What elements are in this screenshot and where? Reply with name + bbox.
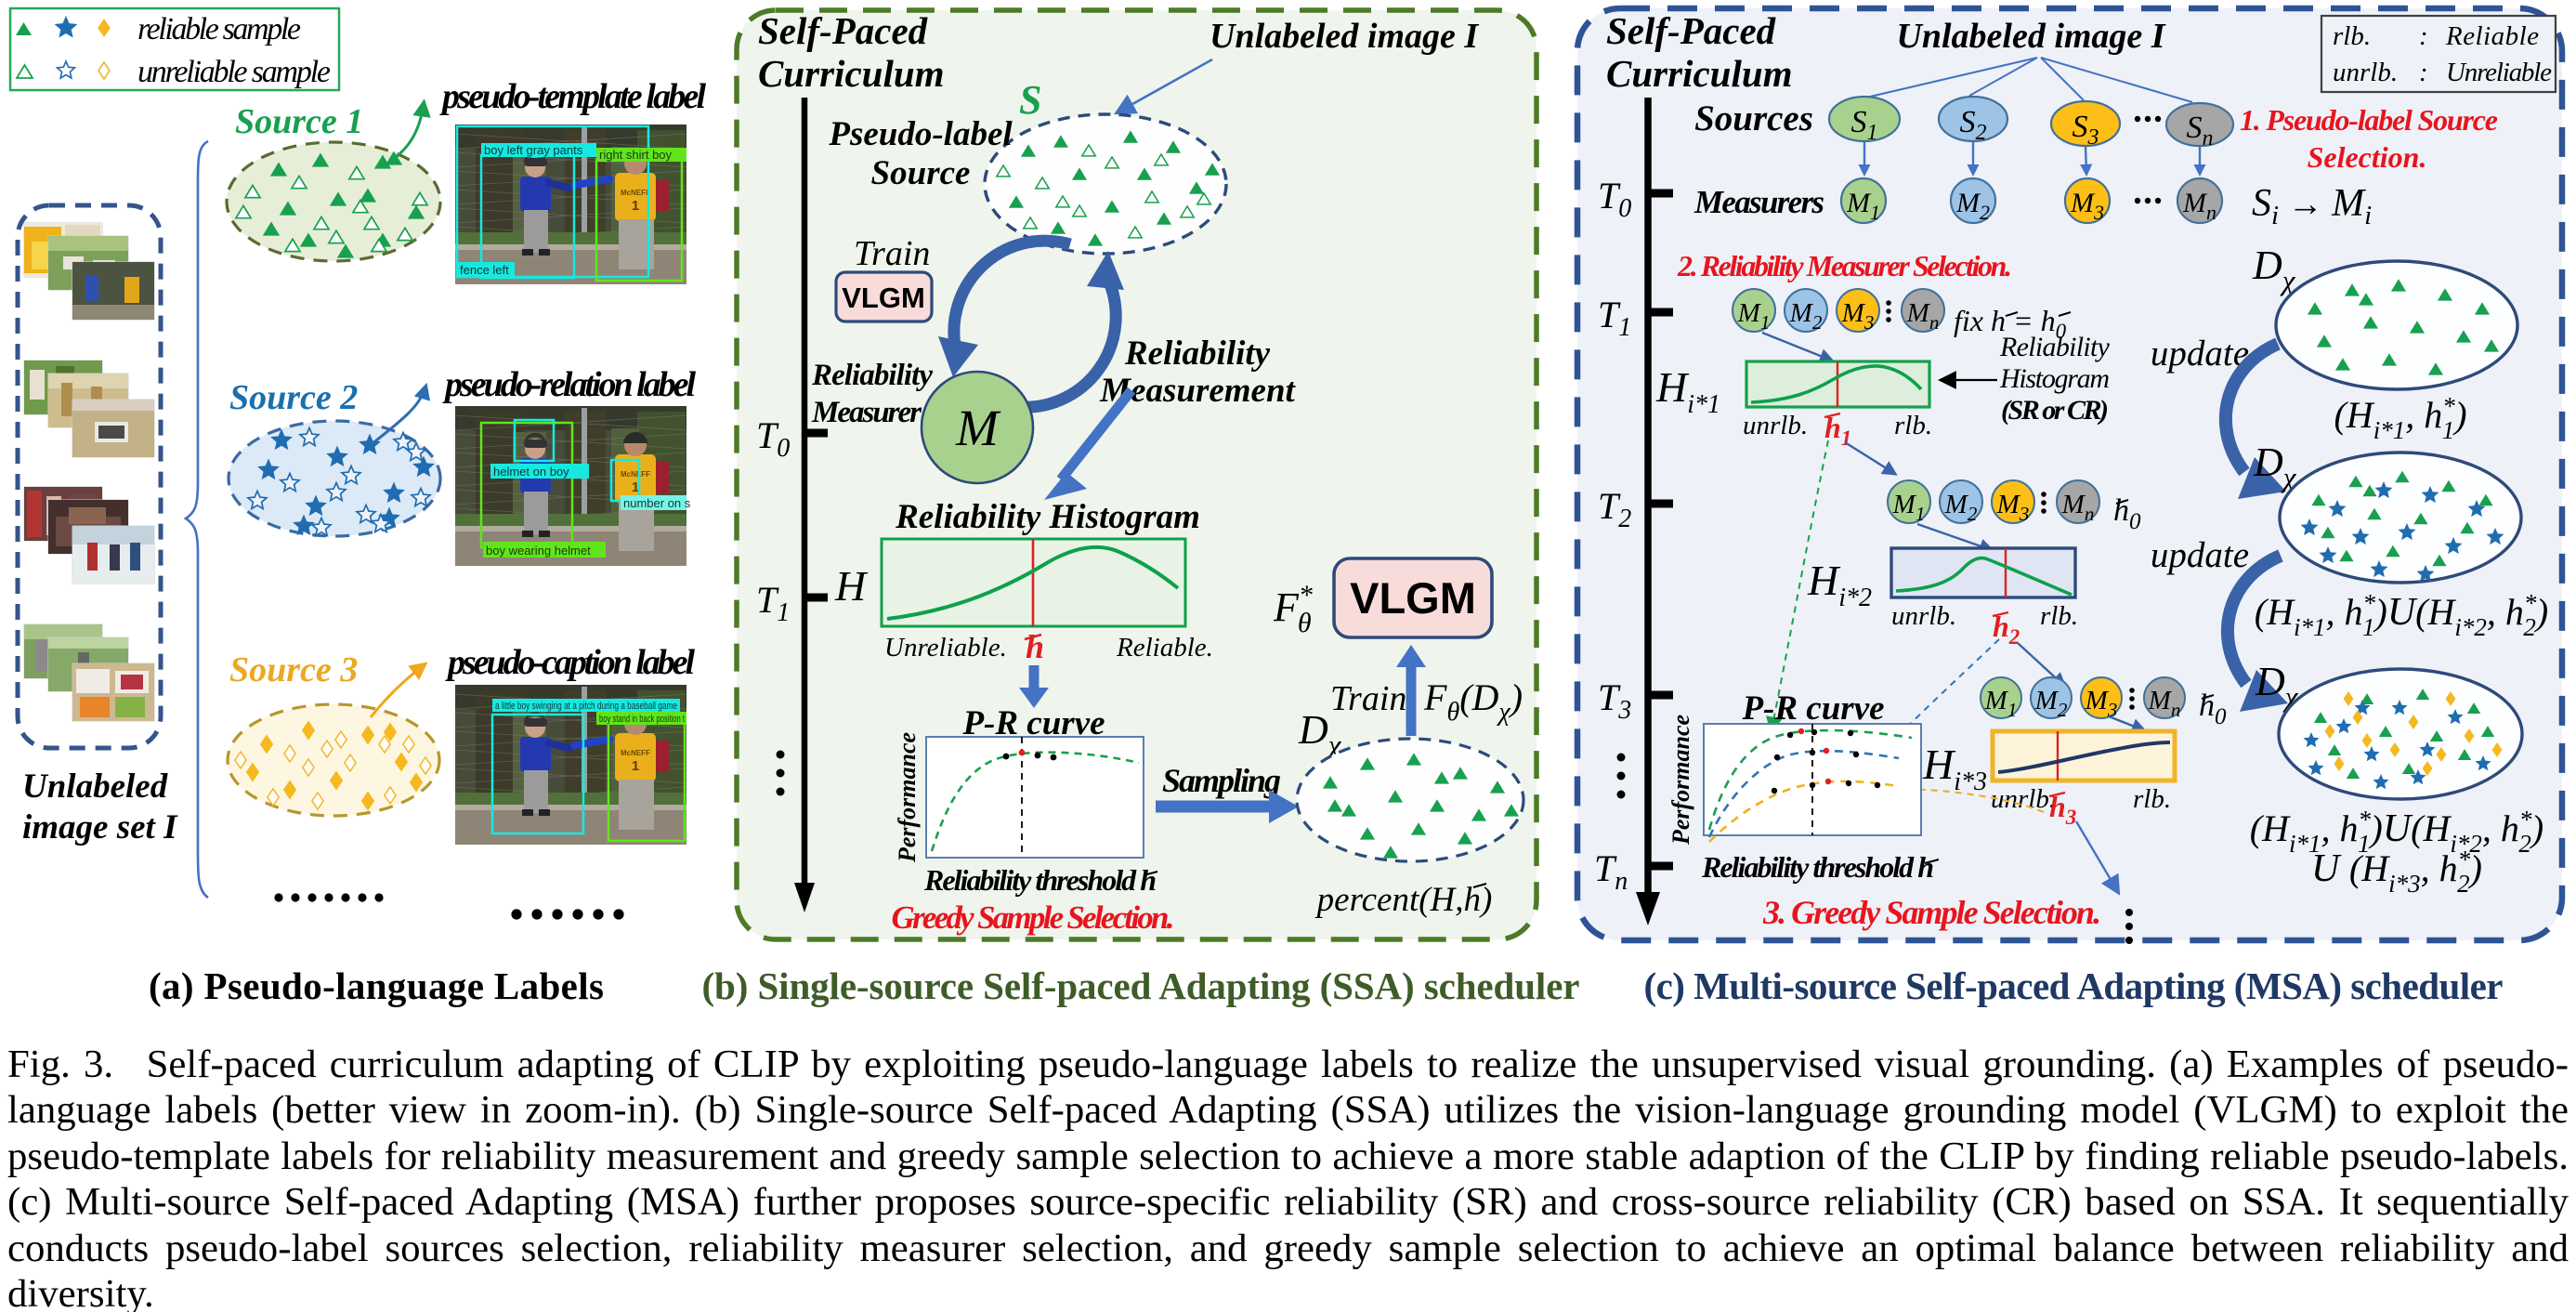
svg-text:Reliability threshold h: Reliability threshold h <box>923 863 1157 897</box>
svg-text:Unlabeled image I: Unlabeled image I <box>1210 17 1479 56</box>
svg-text:unrlb.: unrlb. <box>2333 58 2398 87</box>
svg-text:fix h = h0: fix h = h0 <box>1954 304 2067 343</box>
svg-text:F*θ: F* θ <box>1273 580 1313 638</box>
svg-text:Sampling: Sampling <box>1162 762 1281 799</box>
svg-text:Unlabeled: Unlabeled <box>22 768 168 806</box>
svg-text:(SR or CR): (SR or CR) <box>2001 395 2109 426</box>
svg-text:h: h <box>1026 628 1044 665</box>
svg-text:Measurers: Measurers <box>1693 184 1824 220</box>
svg-text:Unreliable: Unreliable <box>2446 58 2552 87</box>
svg-text:pseudo-template label: pseudo-template label <box>439 77 706 116</box>
svg-text:Si → Mi: Si → Mi <box>2252 182 2372 230</box>
svg-text::: : <box>2419 58 2428 87</box>
svg-text:Reliability: Reliability <box>1124 335 1271 373</box>
svg-text:boy wearing helmet: boy wearing helmet <box>486 544 591 558</box>
svg-text:Pseudo-label: Pseudo-label <box>828 115 1013 153</box>
svg-text:pseudo-relation label: pseudo-relation label <box>442 365 696 404</box>
svg-text:(Hi*1, h*1)U(Hi*2, h*2): (Hi*1, h* 1)U(Hi*2, h* 2) <box>2255 589 2548 641</box>
svg-text:Train: Train <box>1330 679 1406 718</box>
svg-text:S1: S1 <box>1851 105 1878 145</box>
svg-text:Reliability: Reliability <box>1999 332 2111 362</box>
svg-text:M: M <box>955 400 1001 456</box>
svg-text:Reliable.: Reliable. <box>1116 633 1213 663</box>
svg-text:Source 3: Source 3 <box>229 650 358 689</box>
svg-text:Reliability Histogram: Reliability Histogram <box>895 498 1200 536</box>
svg-text:Curriculum: Curriculum <box>758 52 945 95</box>
svg-text:S: S <box>1019 77 1041 123</box>
svg-text:Self-Paced: Self-Paced <box>758 9 928 52</box>
svg-text:helmet on boy: helmet on boy <box>493 465 569 479</box>
svg-text:VLGM: VLGM <box>1350 573 1476 623</box>
svg-text:right shirt boy: right shirt boy <box>599 148 673 162</box>
svg-text:Train: Train <box>854 234 930 273</box>
svg-text:2. Reliability Measurer Select: 2. Reliability Measurer Selection. <box>1677 249 2012 282</box>
svg-text:rlb.: rlb. <box>2333 21 2371 51</box>
svg-text:Self-Paced: Self-Paced <box>1606 9 1776 52</box>
svg-text:Source 2: Source 2 <box>229 378 358 417</box>
svg-text:unrlb.: unrlb. <box>1743 411 1808 440</box>
svg-text::: : <box>2419 21 2428 51</box>
svg-text:Reliability: Reliability <box>811 359 933 392</box>
svg-text:Performance: Performance <box>894 732 921 863</box>
svg-text:H: H <box>834 562 869 610</box>
svg-text:Measurer: Measurer <box>811 396 922 429</box>
svg-text:Reliable: Reliable <box>2445 21 2539 51</box>
svg-text:a little boy swinging at a pit: a little boy swinging at a pitch during … <box>495 701 677 712</box>
svg-text:Source: Source <box>871 154 971 192</box>
svg-text:Tn: Tn <box>1594 847 1628 896</box>
svg-text:Unreliable.: Unreliable. <box>884 633 1007 663</box>
svg-text:reliable sample: reliable sample <box>137 12 301 46</box>
svg-text:update: update <box>2151 334 2249 374</box>
svg-text:Selection.: Selection. <box>2308 140 2427 174</box>
svg-text:Sources: Sources <box>1694 98 1813 138</box>
svg-text:Histogram: Histogram <box>1999 363 2110 394</box>
svg-text:(Hi*1, h*1)U(Hi*2, h*2): (Hi*1, h* 1)U(Hi*2, h* 2) <box>2250 806 2543 858</box>
svg-text:M2: M2 <box>2034 686 2068 721</box>
svg-text:number on s: number on s <box>623 496 691 510</box>
svg-text:Curriculum: Curriculum <box>1606 52 1793 95</box>
svg-text:P-R curve: P-R curve <box>1741 689 1884 728</box>
svg-text:Greedy Sample Selection.: Greedy Sample Selection. <box>892 899 1175 936</box>
svg-text:Reliability threshold h: Reliability threshold h <box>1701 850 1934 884</box>
svg-text:3. Greedy Sample Selection.: 3. Greedy Sample Selection. <box>1762 894 2101 931</box>
svg-text:fence left: fence left <box>460 263 509 277</box>
svg-text:unrlb.: unrlb. <box>1991 784 2056 814</box>
svg-text:(a) Pseudo-language Labels: (a) Pseudo-language Labels <box>149 964 604 1007</box>
svg-text:Dχ: Dχ <box>2252 243 2296 296</box>
svg-text:unreliable sample: unreliable sample <box>137 55 331 89</box>
svg-text:boy left gray pants: boy left gray pants <box>484 143 583 157</box>
svg-text:1. Pseudo-label Source: 1. Pseudo-label Source <box>2240 103 2498 137</box>
svg-text:update: update <box>2151 535 2249 575</box>
svg-text:h3: h3 <box>2049 790 2076 829</box>
svg-text:rlb.: rlb. <box>1894 411 1932 440</box>
svg-text:S2: S2 <box>1960 105 1987 145</box>
svg-text:(b) Single-source Self-paced A: (b) Single-source Self-paced Adapting (S… <box>702 964 1580 1007</box>
svg-text:boy stand in back position t: boy stand in back position t <box>599 714 685 725</box>
svg-text:rlb.: rlb. <box>2133 784 2171 814</box>
svg-text:Performance: Performance <box>1667 715 1694 846</box>
svg-text:pseudo-caption label: pseudo-caption label <box>445 643 695 682</box>
svg-text:unrlb.: unrlb. <box>1891 601 1956 631</box>
svg-text:VLGM: VLGM <box>842 282 925 314</box>
svg-text:percent(H,h): percent(H,h) <box>1314 881 1493 919</box>
svg-text:rlb.: rlb. <box>2040 601 2078 631</box>
svg-text:Unlabeled image I: Unlabeled image I <box>1896 17 2165 56</box>
svg-text:(c) Multi-source Self-paced Ad: (c) Multi-source Self-paced Adapting (MS… <box>1644 964 2504 1007</box>
svg-text:Source 1: Source 1 <box>235 102 363 141</box>
svg-text:image set I: image set I <box>22 808 178 846</box>
svg-text:T0: T0 <box>1598 175 1631 223</box>
